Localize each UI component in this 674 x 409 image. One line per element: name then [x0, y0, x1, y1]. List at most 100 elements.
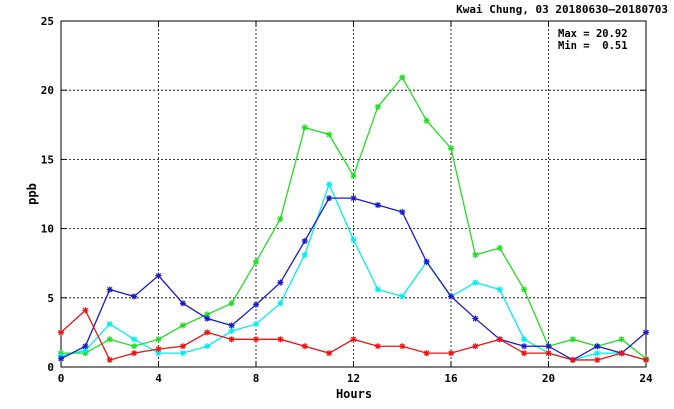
data-point [374, 286, 381, 293]
series-layer [58, 74, 649, 363]
data-point [228, 328, 235, 335]
data-point [545, 350, 552, 357]
min-label: Min = [558, 40, 590, 52]
data-point [399, 343, 406, 350]
y-axis-label: ppb [25, 183, 39, 205]
data-point [594, 356, 601, 363]
data-point [496, 244, 503, 251]
max-value: 20.92 [595, 28, 628, 40]
data-point [326, 131, 333, 138]
y-tick-label: 20 [41, 84, 54, 97]
data-point [472, 251, 479, 258]
data-point [521, 286, 528, 293]
data-point [277, 300, 284, 307]
data-point [204, 315, 211, 322]
data-point [204, 311, 211, 318]
data-point [374, 103, 381, 110]
data-point [106, 321, 113, 328]
data-point [448, 350, 454, 357]
data-point [521, 350, 528, 357]
data-point [399, 293, 406, 300]
y-tick-label: 0 [47, 361, 54, 374]
data-point [106, 286, 113, 293]
x-tick-label: 12 [347, 372, 360, 385]
data-point [301, 124, 308, 131]
data-point [350, 173, 357, 180]
data-point [472, 279, 479, 286]
data-point [131, 350, 138, 357]
data-point [155, 346, 162, 353]
data-point [594, 350, 601, 357]
axes: 0 4 8 12 16 20 24 0 5 10 15 20 25 [41, 15, 653, 385]
data-point [58, 329, 64, 336]
data-point [643, 329, 649, 336]
data-point [131, 293, 138, 300]
data-point [58, 355, 64, 362]
data-point [618, 350, 625, 357]
data-point [521, 336, 528, 343]
chart-title: Kwai Chung, 03 20180630–20180703 [456, 3, 668, 16]
axis-labels: Hours ppb [25, 183, 372, 401]
x-tick-label: 8 [253, 372, 260, 385]
data-point [472, 343, 479, 350]
x-axis-label: Hours [336, 387, 372, 401]
data-point [155, 336, 162, 343]
data-point [374, 343, 381, 350]
data-point [643, 356, 649, 363]
max-label: Max = [558, 28, 590, 40]
data-point [326, 181, 333, 188]
data-point [228, 300, 235, 307]
x-tick-label: 0 [58, 372, 65, 385]
data-point [326, 350, 333, 357]
y-tick-label: 25 [41, 15, 54, 28]
data-point [301, 343, 308, 350]
data-point [204, 343, 211, 350]
data-point [545, 343, 552, 350]
grid [61, 21, 646, 367]
data-point [448, 145, 454, 152]
min-value: 0.51 [602, 40, 628, 52]
data-point [301, 238, 308, 245]
data-point [179, 350, 186, 357]
data-point [155, 272, 162, 279]
data-point [179, 300, 186, 307]
data-point [179, 343, 186, 350]
data-point [374, 202, 381, 209]
data-point [301, 251, 308, 258]
data-point [277, 336, 284, 343]
data-point [496, 286, 503, 293]
data-point [179, 322, 186, 329]
data-point [228, 336, 235, 343]
data-point [253, 301, 259, 308]
stats-box: Max = 20.92 Min = 0.51 [558, 28, 628, 52]
data-point [228, 322, 235, 329]
x-tick-label: 24 [639, 372, 653, 385]
data-point [253, 321, 259, 328]
data-point [618, 336, 625, 343]
data-point [277, 215, 284, 222]
data-point [131, 336, 138, 343]
data-point [423, 350, 430, 357]
data-point [569, 356, 576, 363]
x-tick-label: 16 [444, 372, 458, 385]
data-point [594, 343, 601, 350]
x-tick-label: 4 [155, 372, 162, 385]
data-point [399, 74, 406, 81]
data-point [350, 236, 357, 243]
data-point [253, 258, 259, 265]
data-point [131, 343, 138, 350]
data-point [204, 329, 211, 336]
data-point [82, 343, 89, 350]
data-point [569, 336, 576, 343]
data-point [423, 258, 430, 265]
data-point [350, 195, 357, 202]
data-point [106, 356, 113, 363]
data-point [326, 195, 333, 202]
y-tick-label: 5 [47, 292, 54, 305]
data-point [448, 293, 454, 300]
data-point [472, 315, 479, 322]
data-point [399, 208, 406, 215]
data-point [82, 307, 89, 314]
data-point [350, 336, 357, 343]
